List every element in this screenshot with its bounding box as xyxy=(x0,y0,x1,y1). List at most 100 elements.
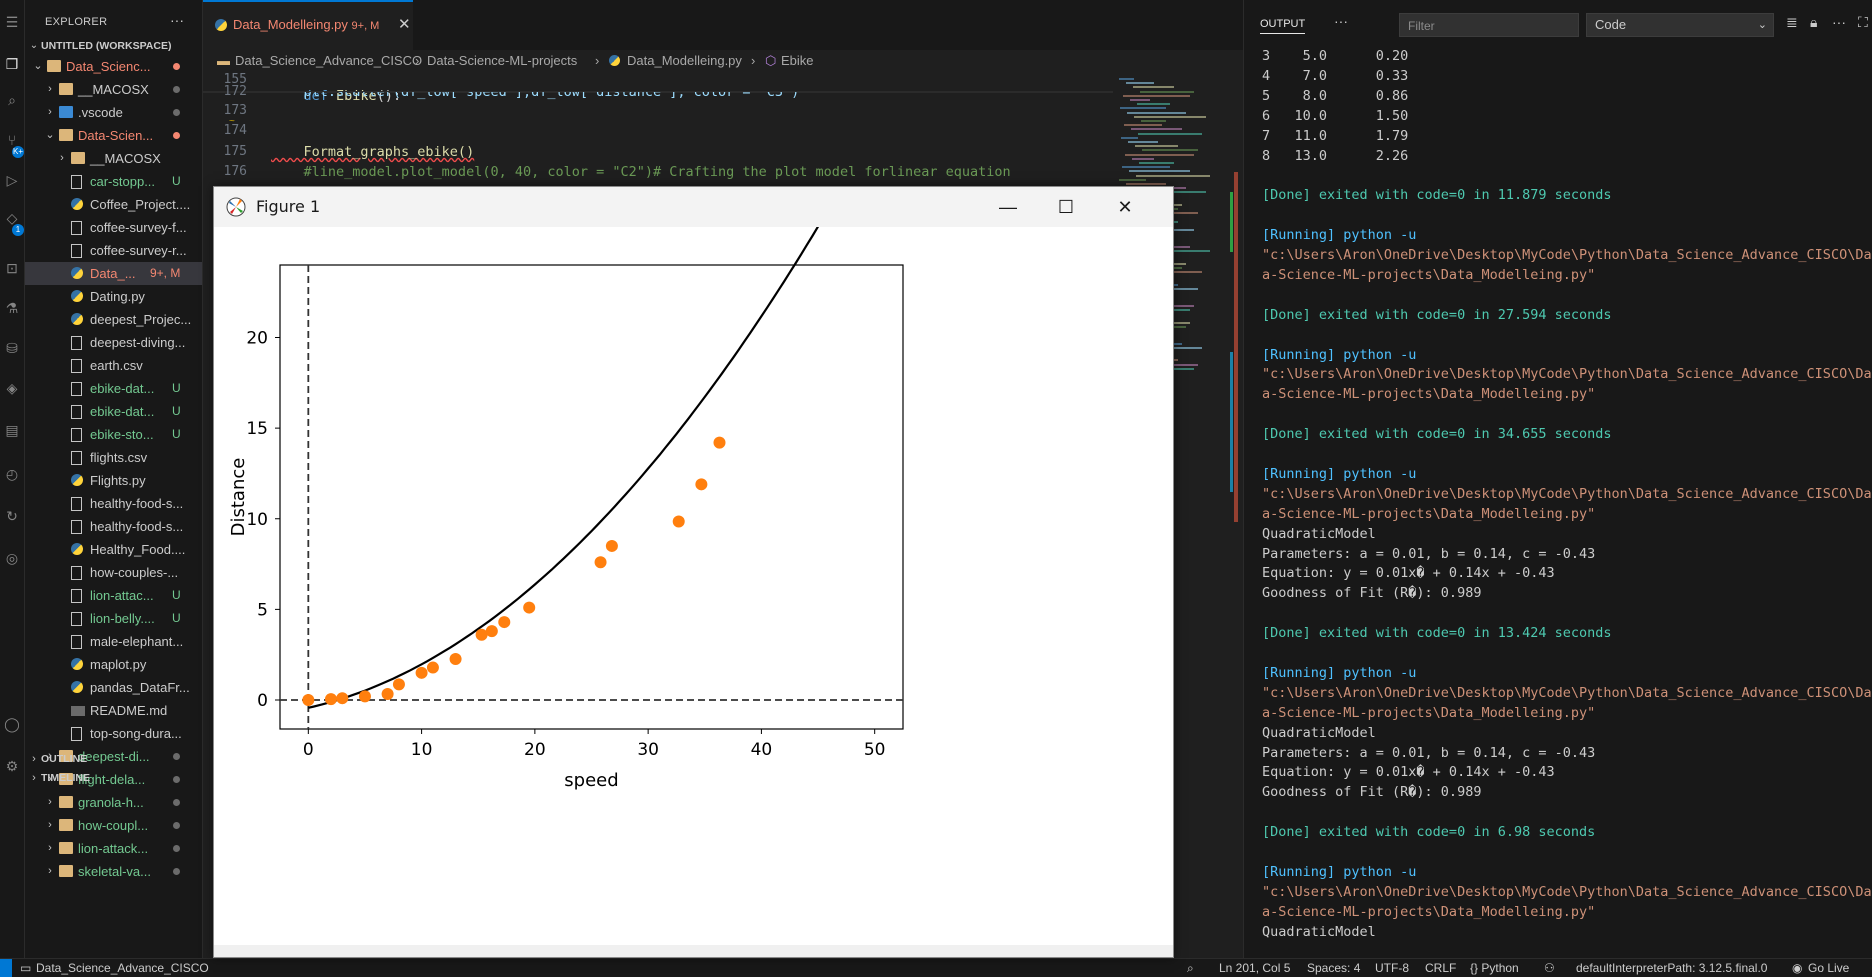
tree-file[interactable]: deepest-diving... xyxy=(25,331,202,354)
live-share-icon[interactable]: ↻ xyxy=(6,508,18,524)
editor-scrollbar[interactable] xyxy=(1230,72,1238,802)
tree-file[interactable]: healthy-food-s... xyxy=(25,515,202,538)
tree-folder[interactable]: › flight-dela... xyxy=(25,768,202,791)
tree-file[interactable]: car-stopp... U xyxy=(25,170,202,193)
account-icon[interactable]: ◯ xyxy=(4,716,20,732)
testing-icon[interactable]: ⚗ xyxy=(5,300,19,316)
breadcrumb-file[interactable]: Data_Modelleing.py xyxy=(627,53,742,68)
status-position[interactable]: Ln 201, Col 5 xyxy=(1219,961,1291,975)
status-interpreter[interactable]: defaultInterpreterPath: 3.12.5.final.0 xyxy=(1576,961,1768,975)
tree-file[interactable]: earth.csv xyxy=(25,354,202,377)
tree-folder[interactable]: ⌄ Data_Scienc... xyxy=(25,55,202,78)
tree-item-label: ebike-dat... xyxy=(90,404,155,419)
minimize-button[interactable]: — xyxy=(999,197,1017,217)
menu-icon[interactable]: ☰ xyxy=(5,14,19,30)
copilot-icon[interactable]: ◎ xyxy=(5,550,19,566)
minimap-line xyxy=(1140,90,1194,93)
figure-toolbar[interactable] xyxy=(214,945,1173,957)
tree-file[interactable]: ebike-sto... U xyxy=(25,423,202,446)
maximize-panel-icon[interactable]: ⛶ xyxy=(1858,14,1868,30)
figure-title-bar[interactable]: Figure 1 — ☐ ✕ xyxy=(214,187,1173,227)
tree-folder[interactable]: › lion-attack... xyxy=(25,837,202,860)
chevron-right-icon: › xyxy=(48,819,52,831)
status-golive[interactable]: Go Live xyxy=(1808,961,1850,975)
close-icon[interactable]: ✕ xyxy=(398,16,411,33)
explorer-icon[interactable]: ❐ xyxy=(5,56,19,72)
extensions-icon[interactable]: ◇ xyxy=(6,210,18,226)
python-icon[interactable]: ◈ xyxy=(6,380,18,396)
figure-window[interactable]: Figure 1 — ☐ ✕ 0 10 20 30 40 50 0 5 10 15 20 speed D… xyxy=(213,186,1174,958)
status-eol[interactable]: CRLF xyxy=(1425,961,1457,975)
tree-folder[interactable]: › deepest-di... xyxy=(25,745,202,768)
tree-file[interactable]: Coffee_Project.... xyxy=(25,193,202,216)
tab-data-modelleing[interactable]: Data_Modelleing.py 9+, M ✕ xyxy=(203,0,413,50)
settings-gear-icon[interactable]: ⚙ xyxy=(5,758,19,774)
tree-folder[interactable]: › skeletal-va... xyxy=(25,860,202,883)
tree-file[interactable]: ebike-dat... U xyxy=(25,377,202,400)
tree-file[interactable]: ebike-dat... U xyxy=(25,400,202,423)
tree-file[interactable]: README.md xyxy=(25,699,202,722)
tree-file[interactable]: coffee-survey-f... xyxy=(25,216,202,239)
folder-icon xyxy=(47,60,61,72)
more-icon[interactable]: ··· xyxy=(1832,14,1846,30)
tree-file[interactable]: lion-attac... U xyxy=(25,584,202,607)
line-number: 175 xyxy=(223,144,247,159)
breadcrumb-folder[interactable]: Data-Science-ML-projects xyxy=(427,53,578,68)
tree-file[interactable]: healthy-food-s... xyxy=(25,492,202,515)
tree-folder[interactable]: ⌄ Data-Scien... xyxy=(25,124,202,147)
tree-file[interactable]: Flights.py xyxy=(25,469,202,492)
explorer-more-icon[interactable]: ··· xyxy=(170,12,184,28)
figure-canvas[interactable]: 0 10 20 30 40 50 0 5 10 15 20 speed Distance xyxy=(214,227,1173,957)
more-actions-icon[interactable]: ··· xyxy=(1334,13,1348,29)
breadcrumb-symbol[interactable]: Ebike xyxy=(781,53,814,68)
tree-file[interactable]: coffee-survey-r... xyxy=(25,239,202,262)
status-encoding[interactable]: UTF-8 xyxy=(1375,961,1409,975)
docker-icon[interactable]: ▤ xyxy=(5,422,19,438)
output-tab[interactable]: OUTPUT xyxy=(1260,18,1306,34)
tree-file[interactable]: how-couples-... xyxy=(25,561,202,584)
lock-icon[interactable]: 🔒︎ xyxy=(1810,14,1818,30)
timeline-section[interactable]: › TIMELINE xyxy=(25,767,202,789)
outline-section[interactable]: › OUTLINE xyxy=(25,748,202,770)
run-debug-icon[interactable]: ▷ xyxy=(6,172,18,188)
tree-folder[interactable]: › how-coupl... xyxy=(25,814,202,837)
tree-folder[interactable]: › __MACOSX xyxy=(25,147,202,170)
tree-file[interactable]: Dating.py xyxy=(25,285,202,308)
tree-item-label: granola-h... xyxy=(78,795,144,810)
status-language[interactable]: {} Python xyxy=(1470,961,1519,975)
tree-item-label: car-stopp... xyxy=(90,174,156,189)
tree-file[interactable]: pandas_DataFr... xyxy=(25,676,202,699)
clear-output-icon[interactable]: ≣ xyxy=(1786,14,1798,30)
zoom-icon[interactable]: ⌕ xyxy=(1187,961,1194,975)
tree-file[interactable]: Healthy_Food.... xyxy=(25,538,202,561)
database-icon[interactable]: ⛁ xyxy=(6,340,18,356)
timer-icon[interactable]: ◴ xyxy=(5,466,19,482)
remote-explorer-icon[interactable]: ⊡ xyxy=(6,260,18,276)
x-tick-label: 30 xyxy=(637,740,659,760)
output-log[interactable]: 3 5.0 0.20 4 7.0 0.33 5 8.0 0.86 6 10.0 1.5… xyxy=(1262,48,1872,948)
file-icon xyxy=(71,727,82,741)
status-workspace[interactable]: Data_Science_Advance_CISCO xyxy=(36,961,209,975)
close-button[interactable]: ✕ xyxy=(1117,197,1133,217)
breadcrumb-workspace[interactable]: Data_Science_Advance_CISCO xyxy=(235,53,423,68)
chevron-right-icon: › xyxy=(415,53,420,68)
tree-file[interactable]: lion-belly.... U xyxy=(25,607,202,630)
remote-indicator[interactable] xyxy=(0,959,12,977)
tree-item-label: Coffee_Project.... xyxy=(90,197,191,212)
workspace-header[interactable]: ⌄ UNTITLED (WORKSPACE) xyxy=(25,35,202,57)
tree-file[interactable]: deepest_Projec... xyxy=(25,308,202,331)
source-control-icon[interactable]: ⑂ xyxy=(7,132,17,148)
maximize-button[interactable]: ☐ xyxy=(1057,197,1075,217)
search-icon[interactable]: ⌕ xyxy=(8,92,16,108)
tree-file[interactable]: maplot.py xyxy=(25,653,202,676)
tree-file[interactable]: top-song-dura... xyxy=(25,722,202,745)
tree-folder[interactable]: › granola-h... xyxy=(25,791,202,814)
tree-folder[interactable]: › .vscode xyxy=(25,101,202,124)
tree-file[interactable]: flights.csv xyxy=(25,446,202,469)
tree-folder[interactable]: › __MACOSX xyxy=(25,78,202,101)
tree-file[interactable]: Data_... 9+, M xyxy=(25,262,202,285)
tree-file[interactable]: male-elephant... xyxy=(25,630,202,653)
status-spaces[interactable]: Spaces: 4 xyxy=(1307,961,1361,975)
output-channel-select[interactable]: Code ⌄ xyxy=(1586,13,1774,37)
output-filter-input[interactable]: Filter xyxy=(1399,13,1579,37)
